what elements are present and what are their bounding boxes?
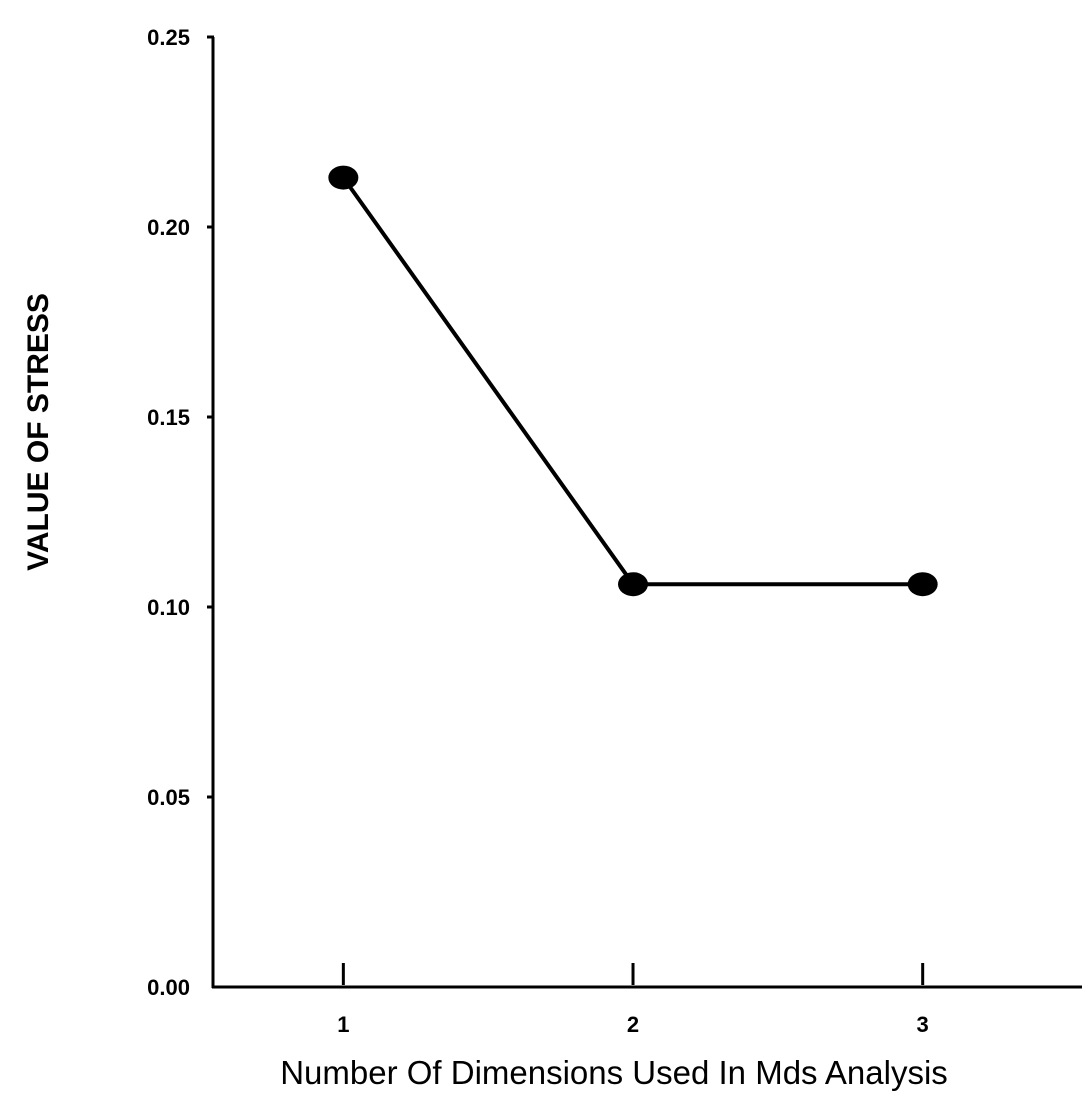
series-line	[341, 175, 925, 587]
x-tick-label: 3	[917, 1012, 929, 1037]
x-tick-label: 1	[337, 1012, 349, 1037]
y-tick-label: 0.15	[147, 405, 190, 430]
y-tick-label: 0.20	[147, 215, 190, 240]
series-layer	[328, 165, 938, 597]
y-tick-label: 0.10	[147, 595, 190, 620]
y-axis-title: VALUE OF STRESS	[22, 293, 55, 571]
y-tick-label: 0.25	[147, 25, 190, 50]
data-point	[328, 165, 359, 190]
y-tick-label: 0.05	[147, 785, 190, 810]
y-tick-label: 0.00	[147, 975, 190, 1000]
data-point	[907, 572, 938, 597]
x-tick-label: 2	[627, 1012, 639, 1037]
data-point	[618, 572, 649, 597]
y-ticks: 0.00 0.05 0.10 0.15 0.20 0.25	[147, 25, 214, 1000]
x-axis-title: Number Of Dimensions Used In Mds Analysi…	[280, 1054, 948, 1091]
x-ticks: 1 2 3	[337, 963, 929, 1037]
